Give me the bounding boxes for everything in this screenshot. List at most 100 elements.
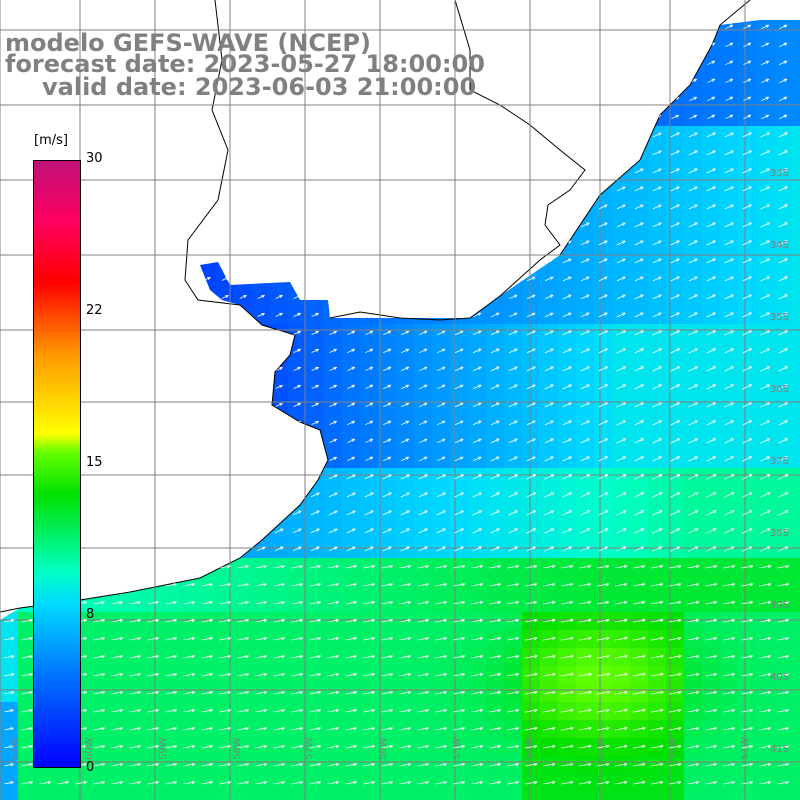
wind-arrow bbox=[96, 367, 103, 371]
wind-arrow bbox=[221, 241, 229, 245]
wind-arrow bbox=[311, 456, 320, 461]
wind-arrow bbox=[670, 402, 681, 408]
wind-arrow bbox=[579, 564, 592, 569]
wind-arrow bbox=[471, 600, 484, 605]
wind-arrow bbox=[491, 186, 500, 192]
wind-arrow bbox=[201, 582, 214, 587]
wind-arrow bbox=[113, 133, 121, 137]
wind-arrow bbox=[399, 726, 412, 731]
wind-arrow bbox=[509, 222, 518, 228]
wind-cell bbox=[252, 234, 271, 253]
wind-arrow bbox=[419, 7, 426, 11]
wind-arrow bbox=[508, 456, 518, 462]
wind-cell bbox=[360, 270, 379, 289]
wind-cell bbox=[162, 270, 181, 289]
wind-arrow bbox=[132, 421, 139, 425]
wind-arrow bbox=[526, 222, 536, 228]
wind-arrow bbox=[741, 780, 754, 785]
wind-cell bbox=[180, 414, 199, 433]
wind-arrow bbox=[578, 708, 593, 713]
wind-cell bbox=[576, 54, 595, 73]
wind-arrow bbox=[544, 528, 555, 534]
wind-arrow bbox=[292, 510, 302, 516]
wind-arrow bbox=[239, 151, 248, 155]
wind-arrow bbox=[778, 132, 789, 138]
wind-cell bbox=[720, 792, 739, 800]
wind-arrow bbox=[598, 438, 609, 444]
wind-arrow bbox=[580, 456, 591, 462]
wind-arrow bbox=[670, 528, 681, 534]
wind-arrow bbox=[5, 474, 14, 479]
wind-arrow bbox=[203, 439, 211, 443]
wind-cell bbox=[468, 288, 487, 307]
wind-arrow bbox=[363, 690, 376, 695]
wind-arrow bbox=[345, 762, 358, 767]
wind-arrow bbox=[453, 780, 466, 785]
wind-arrow bbox=[777, 744, 790, 749]
wind-arrow bbox=[473, 7, 481, 11]
wind-arrow bbox=[670, 276, 681, 282]
wind-cell bbox=[414, 234, 433, 253]
wind-arrow bbox=[509, 7, 517, 11]
wind-cell bbox=[594, 792, 613, 800]
wind-cell bbox=[414, 270, 433, 289]
wind-arrow bbox=[111, 564, 124, 569]
wind-arrow bbox=[221, 421, 229, 425]
wind-arrow bbox=[4, 781, 15, 785]
wind-arrow bbox=[509, 204, 518, 210]
wind-arrow bbox=[257, 295, 266, 299]
wind-arrow bbox=[257, 241, 266, 245]
latitude-label: 35S bbox=[770, 312, 789, 323]
wind-cell bbox=[180, 126, 199, 145]
wind-arrow bbox=[688, 168, 698, 174]
wind-arrow bbox=[616, 168, 626, 174]
wind-arrow bbox=[96, 8, 102, 11]
wind-cell bbox=[72, 126, 91, 145]
wind-arrow bbox=[525, 744, 538, 749]
wind-arrow bbox=[759, 690, 772, 695]
wind-arrow bbox=[761, 114, 770, 120]
wind-cell bbox=[414, 126, 433, 145]
wind-arrow bbox=[220, 492, 230, 498]
wind-arrow bbox=[777, 546, 789, 552]
wind-cell bbox=[270, 486, 289, 505]
wind-arrow bbox=[490, 366, 500, 372]
wind-arrow bbox=[725, 60, 734, 66]
wind-cell bbox=[576, 180, 595, 199]
wind-arrow bbox=[382, 546, 392, 552]
wind-cell bbox=[108, 450, 127, 469]
wind-cell bbox=[126, 0, 145, 19]
wind-arrow bbox=[489, 762, 502, 767]
wind-arrow bbox=[688, 348, 699, 354]
wind-cell bbox=[378, 162, 397, 181]
wind-arrow bbox=[580, 240, 590, 246]
wind-arrow bbox=[21, 600, 33, 605]
wind-arrow bbox=[24, 421, 31, 425]
wind-arrow bbox=[131, 187, 139, 191]
wind-cell bbox=[234, 792, 253, 800]
wind-arrow bbox=[633, 600, 646, 605]
wind-arrow bbox=[203, 241, 212, 245]
wind-arrow bbox=[132, 8, 138, 11]
wind-arrow bbox=[543, 564, 556, 569]
wind-arrow bbox=[632, 726, 646, 731]
wind-arrow bbox=[147, 672, 160, 677]
wind-arrow bbox=[723, 780, 736, 785]
wind-cell bbox=[162, 468, 181, 487]
wind-cell bbox=[306, 216, 325, 235]
wind-arrow bbox=[24, 439, 31, 443]
wind-arrow bbox=[311, 348, 320, 353]
wind-arrow bbox=[23, 528, 32, 533]
wind-arrow bbox=[327, 744, 340, 749]
wind-cell bbox=[558, 54, 577, 73]
wind-arrow bbox=[472, 420, 482, 426]
wind-arrow bbox=[671, 78, 680, 83]
wind-arrow bbox=[167, 259, 175, 263]
wind-cell bbox=[162, 342, 181, 361]
wind-cell bbox=[792, 468, 800, 487]
wind-arrow bbox=[291, 744, 304, 749]
wind-arrow bbox=[291, 690, 304, 695]
wind-arrow bbox=[275, 367, 284, 371]
wind-cell bbox=[594, 108, 613, 127]
wind-cell bbox=[0, 234, 19, 253]
